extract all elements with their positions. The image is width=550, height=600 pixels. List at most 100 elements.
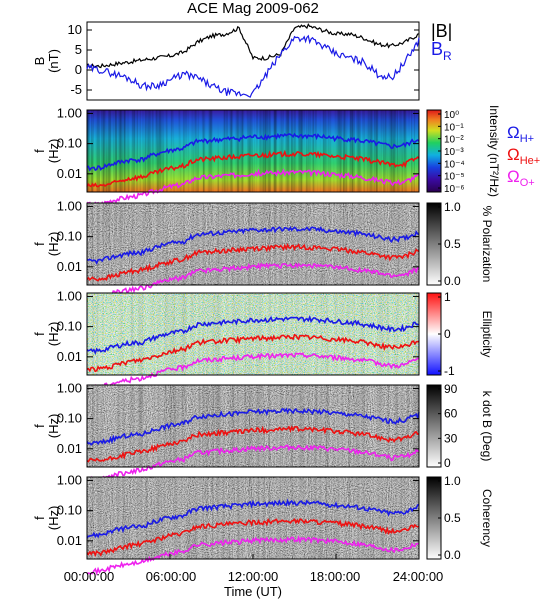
legend-b-r-sub: R xyxy=(443,49,452,63)
freq-y-label: f xyxy=(32,424,47,428)
omega-legend-0: ΩH+ xyxy=(507,123,534,145)
freq-tick: 1.00 xyxy=(57,472,82,487)
colorbar-label: Ellipticity xyxy=(480,311,494,358)
omega-he-line xyxy=(86,149,420,188)
freq-y-unit: (Hz) xyxy=(46,414,61,439)
x-tick-12: 12:00:00 xyxy=(228,569,279,584)
omega-o-line xyxy=(86,262,420,300)
field-legend: |B| BR xyxy=(431,21,452,63)
freq-tick: 1.00 xyxy=(57,380,82,395)
colorbar-tick: 10⁻⁵ xyxy=(444,172,465,183)
colorbar-tick: 30 xyxy=(444,431,458,445)
colorbar-tick: 0 xyxy=(444,327,451,341)
omega-legend-1: ΩHe+ xyxy=(507,145,540,167)
colorbar-tick: 1.0 xyxy=(444,200,461,214)
x-tick-0: 00:00:00 xyxy=(64,569,115,584)
legend-b-r: BR xyxy=(431,39,452,63)
omega-h-line xyxy=(86,314,420,355)
panel-frame xyxy=(86,384,420,468)
freq-tick: 0.10 xyxy=(57,136,82,151)
colorbar-tick: -1 xyxy=(444,364,455,378)
b-r-line xyxy=(86,34,420,98)
figure-title: ACE Mag 2009-062 xyxy=(187,0,319,17)
omega-legend-sub: O+ xyxy=(520,177,535,189)
panel-frame xyxy=(86,292,420,376)
freq-y-label: f xyxy=(32,332,47,336)
freq-y-label: f xyxy=(32,516,47,520)
omega-h-line xyxy=(86,498,420,539)
freq-tick: 1.00 xyxy=(57,288,82,303)
omega-o-line xyxy=(86,352,420,391)
gyro-legend: ΩH+ΩHe+ΩO+ xyxy=(507,123,540,189)
freq-y-label: f xyxy=(32,149,47,153)
colorbar-tick: 90 xyxy=(444,382,458,396)
field-panel: 10 5 0 -5 B (nT) xyxy=(32,21,420,101)
colorbar-tick: 1.0 xyxy=(444,474,461,488)
freq-tick: 0.01 xyxy=(57,349,82,364)
colorbar-tick: 0 xyxy=(444,456,451,470)
field-y-tick: -5 xyxy=(70,82,82,97)
x-tick-18: 18:00:00 xyxy=(310,569,361,584)
colorbar-label: Coherency xyxy=(480,489,494,547)
omega-o-line xyxy=(86,168,420,207)
polarization-texture xyxy=(87,203,419,285)
field-y-unit: (nT) xyxy=(46,49,61,73)
colorbar-tick: 10⁻³ xyxy=(444,147,464,158)
colorbar-label: % Polarization xyxy=(480,206,494,283)
panel-coherency: 1.00 0.10 0.01 f (Hz) 1.0 0.5 0.0 Coherency xyxy=(32,472,494,576)
panel-kdotb: 1.00 0.10 0.01 f (Hz) 90 60 30 0 k dot B (Deg) xyxy=(32,380,494,483)
omega-legend-sub: H+ xyxy=(520,133,534,145)
colorbar-tick: 10⁻² xyxy=(444,135,464,146)
x-axis-label: Time (UT) xyxy=(224,584,282,599)
freq-y-unit: (Hz) xyxy=(46,322,61,347)
freq-tick: 0.01 xyxy=(57,259,82,274)
legend-b-total: |B| xyxy=(431,21,452,41)
freq-tick: 0.10 xyxy=(57,229,82,244)
field-y-label: B xyxy=(32,57,47,66)
omega-h-line xyxy=(86,132,420,172)
b-total-line xyxy=(86,22,420,69)
colorbar-tick: 0.0 xyxy=(444,548,461,562)
omega-he-line xyxy=(86,333,420,373)
field-y-tick: 0 xyxy=(75,62,82,77)
field-frame xyxy=(86,21,420,101)
omega-he-line xyxy=(86,517,420,558)
ellipticity-texture xyxy=(87,293,419,375)
colorbar-tick: 0.5 xyxy=(444,237,461,251)
omega-o-line xyxy=(86,534,420,576)
colorbar-tick: 0.5 xyxy=(444,511,461,525)
x-tick-6: 06:00:00 xyxy=(146,569,197,584)
panel-polarization: 1.00 0.10 0.01 f (Hz) 1.0 0.5 0.0 % Polarization xyxy=(32,198,494,300)
freq-y-unit: (Hz) xyxy=(46,506,61,531)
x-tick-24: 24:00:00 xyxy=(393,569,444,584)
colorbar-tick: 10⁰ xyxy=(444,110,459,121)
freq-tick: 0.01 xyxy=(57,533,82,548)
panel-ellipticity: 1.00 0.10 0.01 f (Hz) 1 0 -1 Ellipticity xyxy=(32,288,494,391)
colorbar-tick: 0.0 xyxy=(444,274,461,288)
freq-tick: 1.00 xyxy=(57,105,82,120)
freq-y-label: f xyxy=(32,242,47,246)
colorbar-tick: 10⁻¹ xyxy=(444,122,464,133)
colorbar-tick: 10⁻⁴ xyxy=(444,159,465,170)
omega-o-line xyxy=(86,444,420,483)
spectral-panels: 1.000.100.01f (Hz)10⁰10⁻¹10⁻²10⁻³10⁻⁴10⁻⁵… xyxy=(32,105,501,576)
freq-tick: 0.10 xyxy=(57,319,82,334)
omega-he-line xyxy=(86,242,420,282)
omega-h-line xyxy=(86,225,420,265)
colorbar-tick: 1 xyxy=(444,290,451,304)
colorbar xyxy=(426,384,442,468)
freq-y-unit: (Hz) xyxy=(46,139,61,164)
omega-he-line xyxy=(86,425,420,463)
omega-h-line xyxy=(86,407,420,446)
colorbar-label: Intensity (nT²/Hz) xyxy=(487,105,501,197)
freq-tick: 0.01 xyxy=(57,166,82,181)
x-axis: 00:00:00 06:00:00 12:00:00 18:00:00 24:0… xyxy=(64,569,444,599)
omega-legend-sub: He+ xyxy=(520,155,541,167)
freq-tick: 0.10 xyxy=(57,503,82,518)
panel-frame xyxy=(86,109,420,193)
freq-tick: 1.00 xyxy=(57,198,82,213)
freq-tick: 0.01 xyxy=(57,441,82,456)
field-y-tick: 5 xyxy=(75,42,82,57)
